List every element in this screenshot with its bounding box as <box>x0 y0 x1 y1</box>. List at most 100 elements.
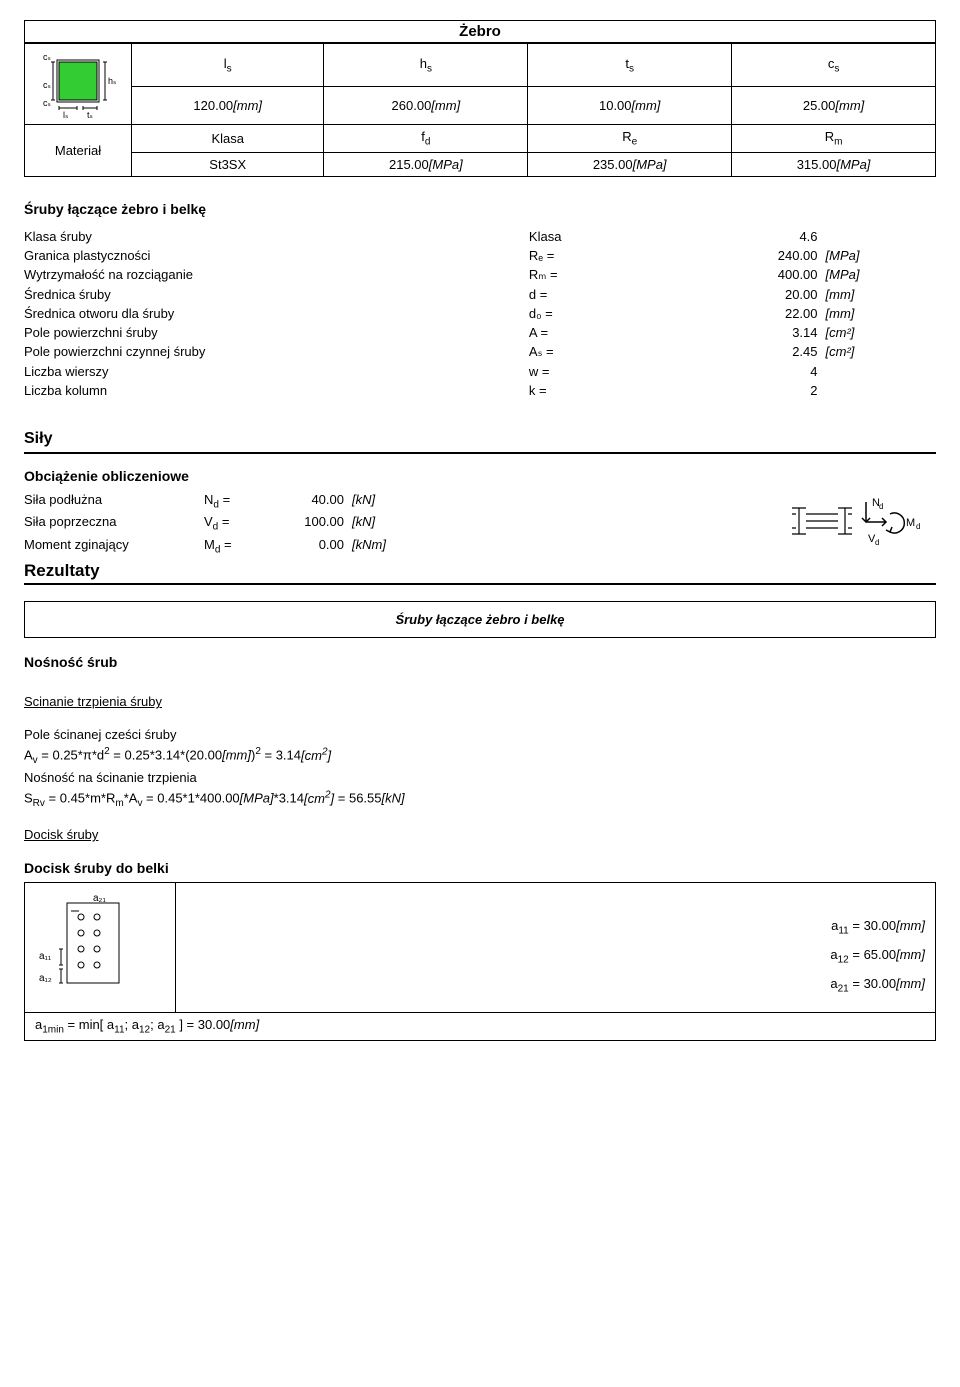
param-row: Średnica śrubyd =20.00[mm] <box>24 285 936 304</box>
zebro-title: Żebro <box>24 20 936 43</box>
mat-h4: Rm <box>732 125 936 153</box>
param-row: Pole powierzchni śrubyA =3.14[cm²] <box>24 323 936 342</box>
force-label: Siła poprzeczna <box>24 512 204 535</box>
svg-text:hₛ: hₛ <box>108 76 116 86</box>
param-symbol: d = <box>529 285 639 304</box>
mat-h3: Re <box>528 125 732 153</box>
param-unit: [cm²] <box>826 323 936 342</box>
pole-l1: Pole ścinanej cześci śruby <box>24 727 936 742</box>
force-row: Siła poprzecznaVd =100.00[kN] <box>24 512 776 535</box>
param-symbol: Aₛ = <box>529 342 639 362</box>
param-row: Pole powierzchni czynnej śrubyAₛ =2.45[c… <box>24 342 936 362</box>
force-value: 100.00 <box>264 512 352 535</box>
svg-text:d: d <box>916 522 920 531</box>
obciazenie-title: Obciążenie obliczeniowe <box>24 468 936 484</box>
param-symbol: Rₑ = <box>529 246 639 265</box>
param-value: 3.14 <box>639 323 825 342</box>
sruby-title: Śruby łączące żebro i belkę <box>24 201 936 217</box>
param-unit: [mm] <box>826 304 936 323</box>
param-symbol: k = <box>529 381 639 400</box>
param-label: Liczba kolumn <box>24 381 529 400</box>
param-label: Średnica otworu dla śruby <box>24 304 529 323</box>
mat-v3: 235.00[MPa] <box>528 152 732 176</box>
param-label: Klasa śruby <box>24 227 529 246</box>
param-value: 4.6 <box>639 227 825 246</box>
svg-text:cₛ: cₛ <box>43 52 51 62</box>
docisk-title: Docisk śruby <box>24 827 936 842</box>
param-unit: [MPa] <box>826 265 936 285</box>
param-row: Wytrzymałość na rozciąganieRₘ =400.00[MP… <box>24 265 936 285</box>
sruby-params: Klasa śrubyKlasa4.6Granica plastyczności… <box>24 227 936 400</box>
param-label: Granica plastyczności <box>24 246 529 265</box>
rezultaty-title: Rezultaty <box>24 561 936 581</box>
param-label: Pole powierzchni śruby <box>24 323 529 342</box>
force-unit: [kN] <box>352 490 776 513</box>
a11-line: a11 = 30.00[mm] <box>186 918 925 937</box>
nosnosc-title: Nośność śrub <box>24 654 936 670</box>
force-symbol: Nd = <box>204 490 264 513</box>
param-unit: [mm] <box>826 285 936 304</box>
param-value: 400.00 <box>639 265 825 285</box>
svg-text:a₁₁: a₁₁ <box>39 951 52 962</box>
beam-forces-icon: N d V d M d <box>776 490 936 553</box>
svg-text:M: M <box>906 517 915 529</box>
param-unit <box>826 362 936 381</box>
param-value: 4 <box>639 362 825 381</box>
svg-text:lₛ: lₛ <box>63 110 68 120</box>
val-ts: 10.00[mm] <box>528 87 732 125</box>
param-value: 240.00 <box>639 246 825 265</box>
force-symbol: Md = <box>204 535 264 558</box>
bolt-pattern-icon: a₂₁ a₁₁ a₁₂ <box>25 883 176 1012</box>
hdr-hs: hs <box>324 44 528 87</box>
force-row: Siła podłużnaNd =40.00[kN] <box>24 490 776 513</box>
svg-text:tₛ: tₛ <box>87 110 93 120</box>
pole-l2: Av = 0.25*π*d2 = 0.25*3.14*(20.00[mm])2 … <box>24 746 936 766</box>
force-value: 40.00 <box>264 490 352 513</box>
svg-text:d: d <box>879 502 883 511</box>
docisk-belki-title: Docisk śruby do belki <box>24 860 936 876</box>
divider <box>24 583 936 585</box>
param-label: Wytrzymałość na rozciąganie <box>24 265 529 285</box>
param-unit: [MPa] <box>826 246 936 265</box>
param-label: Średnica śruby <box>24 285 529 304</box>
docisk-box: a₂₁ a₁₁ a₁₂ a11 = 30.00[mm] a12 = 65.00[… <box>24 882 936 1013</box>
mat-v4: 315.00[MPa] <box>732 152 936 176</box>
sily-title: Siły <box>24 430 936 448</box>
force-value: 0.00 <box>264 535 352 558</box>
svg-text:cₛ: cₛ <box>43 98 51 108</box>
param-row: Liczba kolumnk =2 <box>24 381 936 400</box>
param-unit <box>826 227 936 246</box>
zebro-table: cₛ cₛ cₛ hₛ lₛ tₛ ls hs ts cs 120.00[mm]… <box>24 43 936 177</box>
mat-h2: fd <box>324 125 528 153</box>
val-ls: 120.00[mm] <box>132 87 324 125</box>
scinanie-title: Scinanie trzpienia śruby <box>24 694 936 709</box>
svg-text:a₂₁: a₂₁ <box>93 893 106 904</box>
hdr-ls: ls <box>132 44 324 87</box>
mat-v2: 215.00[MPa] <box>324 152 528 176</box>
force-label: Siła podłużna <box>24 490 204 513</box>
a12-line: a12 = 65.00[mm] <box>186 947 925 966</box>
mat-h1: Klasa <box>132 125 324 153</box>
param-value: 22.00 <box>639 304 825 323</box>
svg-text:d: d <box>875 538 879 547</box>
param-unit <box>826 381 936 400</box>
param-symbol: w = <box>529 362 639 381</box>
svg-text:cₛ: cₛ <box>43 80 51 90</box>
param-row: Liczba wierszyw =4 <box>24 362 936 381</box>
param-symbol: Rₘ = <box>529 265 639 285</box>
hdr-cs: cs <box>732 44 936 87</box>
val-cs: 25.00[mm] <box>732 87 936 125</box>
param-value: 20.00 <box>639 285 825 304</box>
zebro-icon-cell: cₛ cₛ cₛ hₛ lₛ tₛ <box>25 44 132 125</box>
param-row: Granica plastycznościRₑ =240.00[MPa] <box>24 246 936 265</box>
material-label: Materiał <box>25 125 132 177</box>
val-hs: 260.00[mm] <box>324 87 528 125</box>
forces-table: Siła podłużnaNd =40.00[kN]Siła poprzeczn… <box>24 490 776 558</box>
param-symbol: A = <box>529 323 639 342</box>
force-symbol: Vd = <box>204 512 264 535</box>
force-label: Moment zginający <box>24 535 204 558</box>
force-unit: [kN] <box>352 512 776 535</box>
param-symbol: d₀ = <box>529 304 639 323</box>
force-row: Moment zginającyMd =0.00[kNm] <box>24 535 776 558</box>
param-row: Średnica otworu dla śrubyd₀ =22.00[mm] <box>24 304 936 323</box>
